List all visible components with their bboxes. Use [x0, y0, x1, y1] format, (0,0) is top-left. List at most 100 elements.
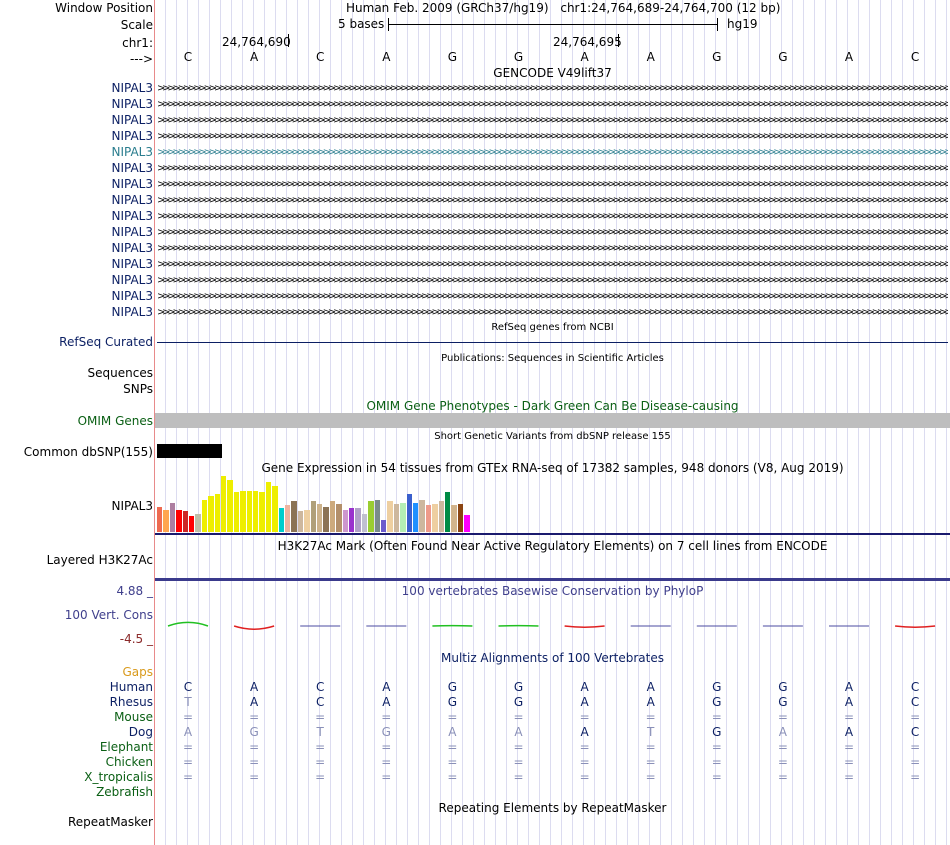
gtex-tissue-bar[interactable] [342, 509, 348, 532]
gencode-transcript[interactable]: >>>>>>>>>>>>>>>>>>>>>>>>>>>>>>>>>>>>>>>>… [157, 228, 948, 237]
gtex-tissue-bar[interactable] [246, 490, 252, 532]
gtex-tissue-bar[interactable] [195, 513, 201, 532]
gencode-transcript[interactable]: >>>>>>>>>>>>>>>>>>>>>>>>>>>>>>>>>>>>>>>>… [157, 244, 948, 253]
gencode-transcript[interactable]: >>>>>>>>>>>>>>>>>>>>>>>>>>>>>>>>>>>>>>>>… [157, 308, 948, 317]
gtex-tissue-bar[interactable] [393, 504, 400, 532]
gtex-tissue-bar[interactable] [323, 506, 329, 532]
gencode-transcript-label[interactable]: NIPAL3 [111, 209, 153, 223]
gencode-transcript-label[interactable]: NIPAL3 [111, 81, 153, 95]
multiz-species-label[interactable]: Elephant [99, 740, 153, 754]
repeatmasker-track-label[interactable]: RepeatMasker [67, 815, 153, 829]
gtex-tissue-bar[interactable] [182, 510, 188, 532]
gtex-tissue-bar[interactable] [227, 480, 233, 532]
gtex-tissue-bar[interactable] [349, 508, 355, 532]
gtex-tissue-bar[interactable] [406, 493, 412, 532]
gtex-tissue-bar[interactable] [253, 490, 259, 532]
multiz-species-label[interactable]: Dog [128, 725, 153, 739]
gtex-tissue-bar[interactable] [419, 499, 425, 532]
gtex-tissue-bar[interactable] [310, 501, 316, 532]
gencode-transcript[interactable]: >>>>>>>>>>>>>>>>>>>>>>>>>>>>>>>>>>>>>>>>… [157, 84, 948, 93]
window-coordinates[interactable]: chr1:24,764,689-24,764,700 (12 bp) [560, 1, 781, 15]
gtex-tissue-bar[interactable] [285, 505, 291, 532]
gencode-transcript-label[interactable]: NIPAL3 [111, 145, 153, 159]
gtex-tissue-bar[interactable] [278, 508, 284, 532]
phylop-plot[interactable] [155, 612, 950, 642]
gtex-tissue-bar[interactable] [432, 504, 438, 532]
gtex-tissue-bar[interactable] [425, 505, 432, 532]
gtex-tissue-bar[interactable] [297, 510, 304, 532]
refseq-gene-line[interactable] [157, 342, 948, 343]
gtex-tissue-bar[interactable] [438, 501, 444, 532]
gencode-transcript-label[interactable]: NIPAL3 [111, 257, 153, 271]
gencode-transcript[interactable]: >>>>>>>>>>>>>>>>>>>>>>>>>>>>>>>>>>>>>>>>… [157, 164, 948, 173]
gtex-track-label[interactable]: NIPAL3 [111, 499, 153, 513]
gtex-tissue-bar[interactable] [445, 491, 451, 532]
h3k27ac-signal-line[interactable] [155, 578, 950, 581]
gtex-tissue-bar[interactable] [176, 509, 182, 532]
multiz-species-label[interactable]: Human [109, 680, 153, 694]
dbsnp-feature[interactable] [157, 444, 222, 458]
gencode-transcript[interactable]: >>>>>>>>>>>>>>>>>>>>>>>>>>>>>>>>>>>>>>>>… [157, 196, 948, 205]
gencode-transcript-label[interactable]: NIPAL3 [111, 161, 153, 175]
gtex-tissue-bar[interactable] [157, 506, 163, 532]
gtex-tissue-bar[interactable] [291, 501, 297, 532]
gtex-tissue-bar[interactable] [201, 499, 208, 532]
gtex-tissue-bar[interactable] [163, 509, 169, 532]
multiz-species-label[interactable]: X_tropicalis [84, 770, 153, 784]
gtex-tissue-bar[interactable] [387, 501, 393, 532]
gencode-transcript-label[interactable]: NIPAL3 [111, 225, 153, 239]
gtex-tissue-bar[interactable] [336, 504, 342, 532]
gtex-tissue-bar[interactable] [214, 493, 220, 532]
gencode-transcript-label[interactable]: NIPAL3 [111, 97, 153, 111]
gtex-tissue-bar[interactable] [265, 481, 272, 532]
gtex-tissue-bar[interactable] [413, 502, 419, 532]
gencode-transcript[interactable]: >>>>>>>>>>>>>>>>>>>>>>>>>>>>>>>>>>>>>>>>… [157, 180, 948, 189]
dbsnp-track-label[interactable]: Common dbSNP(155) [23, 445, 153, 459]
multiz-species-label[interactable]: Rhesus [109, 695, 153, 709]
omim-feature-bar[interactable] [155, 413, 950, 428]
gtex-tissue-bar[interactable] [451, 505, 457, 532]
gencode-transcript-label[interactable]: NIPAL3 [111, 177, 153, 191]
refseq-track-label[interactable]: RefSeq Curated [59, 335, 153, 349]
gencode-transcript-label[interactable]: NIPAL3 [111, 241, 153, 255]
snps-track-label[interactable]: SNPs [123, 382, 153, 396]
gtex-tissue-bar[interactable] [240, 490, 246, 532]
gencode-transcript-label[interactable]: NIPAL3 [111, 289, 153, 303]
gencode-transcript-label[interactable]: NIPAL3 [111, 193, 153, 207]
gtex-tissue-bar[interactable] [272, 486, 278, 532]
gtex-tissue-bar[interactable] [208, 495, 214, 532]
gtex-tissue-bar[interactable] [374, 499, 380, 532]
gencode-transcript[interactable]: >>>>>>>>>>>>>>>>>>>>>>>>>>>>>>>>>>>>>>>>… [157, 100, 948, 109]
gtex-tissue-bar[interactable] [233, 491, 240, 532]
gencode-transcript[interactable]: >>>>>>>>>>>>>>>>>>>>>>>>>>>>>>>>>>>>>>>>… [157, 292, 948, 301]
gencode-transcript-label[interactable]: NIPAL3 [111, 305, 153, 319]
multiz-species-label[interactable]: Chicken [105, 755, 153, 769]
gtex-tissue-bar[interactable] [304, 509, 310, 532]
gtex-tissue-bar[interactable] [464, 515, 470, 532]
gencode-transcript-label[interactable]: NIPAL3 [111, 273, 153, 287]
gtex-tissue-bar[interactable] [221, 476, 227, 532]
gtex-tissue-bar[interactable] [317, 504, 323, 532]
phylop-track-label[interactable]: 100 Vert. Cons [64, 608, 153, 622]
gencode-transcript[interactable]: >>>>>>>>>>>>>>>>>>>>>>>>>>>>>>>>>>>>>>>>… [157, 116, 948, 125]
gtex-tissue-bar[interactable] [457, 504, 464, 532]
h3k27ac-track-label[interactable]: Layered H3K27Ac [46, 553, 153, 567]
gtex-tissue-bar[interactable] [400, 502, 406, 532]
gtex-tissue-bar[interactable] [189, 516, 195, 532]
gtex-tissue-bar[interactable] [169, 502, 176, 532]
gtex-tissue-bar[interactable] [355, 508, 361, 532]
gencode-transcript[interactable]: >>>>>>>>>>>>>>>>>>>>>>>>>>>>>>>>>>>>>>>>… [157, 148, 948, 157]
gtex-expression-chart[interactable] [157, 476, 537, 532]
gencode-transcript[interactable]: >>>>>>>>>>>>>>>>>>>>>>>>>>>>>>>>>>>>>>>>… [157, 260, 948, 269]
gtex-tissue-bar[interactable] [329, 501, 336, 532]
gtex-tissue-bar[interactable] [368, 501, 374, 532]
gencode-transcript-label[interactable]: NIPAL3 [111, 113, 153, 127]
gencode-transcript[interactable]: >>>>>>>>>>>>>>>>>>>>>>>>>>>>>>>>>>>>>>>>… [157, 132, 948, 141]
gencode-transcript[interactable]: >>>>>>>>>>>>>>>>>>>>>>>>>>>>>>>>>>>>>>>>… [157, 212, 948, 221]
omim-track-label[interactable]: OMIM Genes [77, 414, 153, 428]
multiz-species-label[interactable]: Zebrafish [96, 785, 153, 799]
multiz-species-label[interactable]: Mouse [114, 710, 153, 724]
gtex-tissue-bar[interactable] [259, 491, 265, 532]
gtex-tissue-bar[interactable] [361, 514, 368, 532]
gtex-tissue-bar[interactable] [381, 519, 387, 532]
